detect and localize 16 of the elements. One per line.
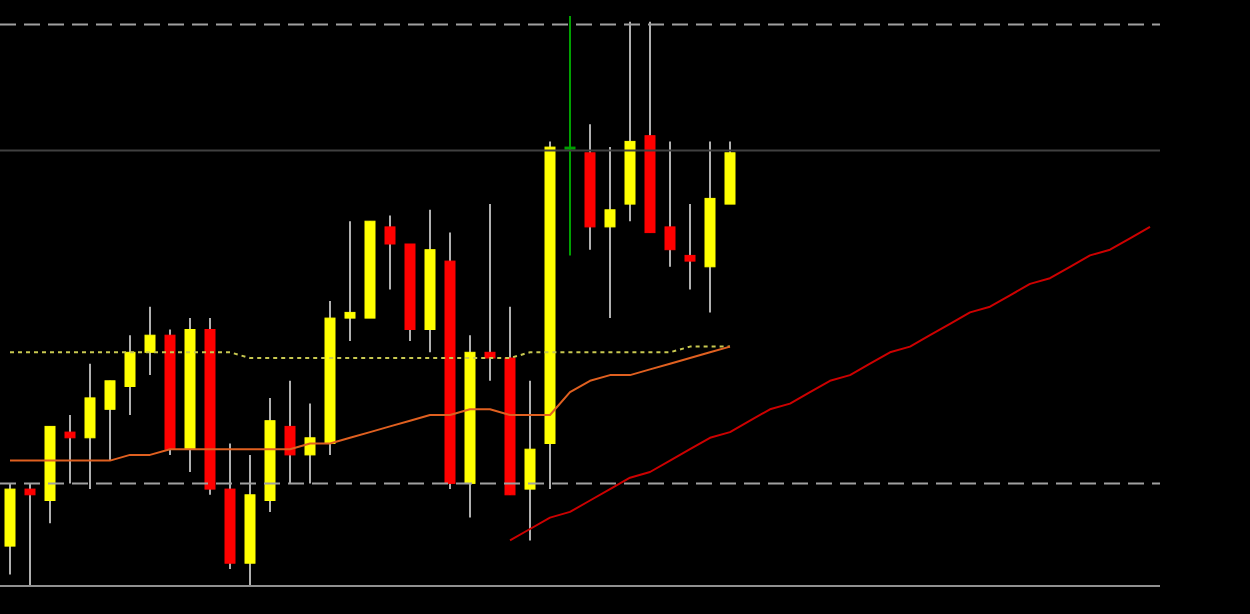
candlestick <box>24 482 36 586</box>
candlestick <box>604 146 616 320</box>
candlestick <box>524 379 536 542</box>
candlestick <box>484 203 496 382</box>
candlestick <box>304 402 316 485</box>
candlestick <box>104 379 116 462</box>
candlestick <box>684 203 696 291</box>
candlestick <box>344 220 356 342</box>
candlestick <box>84 362 96 491</box>
candlestick <box>144 305 156 377</box>
candlestick <box>64 414 76 485</box>
candlestick <box>284 379 296 485</box>
candlestick <box>124 334 136 416</box>
candlestick <box>384 214 396 291</box>
candlestick <box>664 140 676 268</box>
candlestick <box>564 16 576 257</box>
